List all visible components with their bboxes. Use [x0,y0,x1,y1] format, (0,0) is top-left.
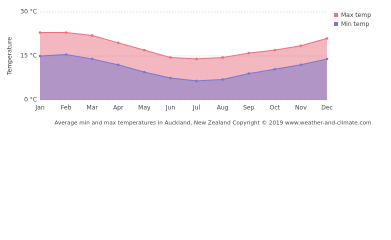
data-point [221,78,224,81]
x-tick-label: Feb [61,105,72,112]
data-point [273,48,277,52]
data-point [116,63,120,67]
data-point [169,76,172,80]
data-point [169,56,172,59]
x-tick-label: May [138,105,151,112]
data-point [64,53,68,56]
data-point [38,54,42,58]
series-line [39,54,328,82]
x-tick-label: Aug [217,105,229,112]
data-point [116,41,120,45]
x-tick-label: Mar [87,105,99,112]
y-tick-label: 0 °C [24,97,37,104]
data-point [38,31,42,34]
y-tick-label: 30 °C [20,9,37,16]
x-tick-label: Sep [243,105,255,112]
y-tick-label: 15 °C [20,53,37,60]
legend-label: Max temp [341,12,371,19]
x-tick-label: Oct [270,105,281,112]
data-point [90,57,94,61]
data-point [325,37,329,40]
data-point [247,72,251,75]
data-point [143,70,146,74]
x-tick-label: Nov [295,105,307,112]
x-tick-label: Jun [165,105,176,112]
data-point [143,48,146,52]
legend-swatch [334,13,338,17]
caption: Average min and max temperatures in Auck… [55,120,372,127]
legend-label: Min temp [341,21,369,28]
series-line [40,32,328,60]
chart: Temperature Average min and max temperat… [7,9,372,127]
x-tick-label: Apr [113,105,124,112]
data-point [273,67,277,71]
data-point [299,63,303,67]
x-tick-label: Jan [34,105,44,112]
data-point [221,56,224,59]
data-point [195,57,198,61]
data-point [247,51,251,55]
data-point [299,44,303,48]
x-tick-label: Jul [192,105,201,112]
y-axis-label: Temperature [7,37,14,76]
data-point [325,57,329,61]
data-point [90,34,94,37]
area-fill [40,54,327,100]
legend-swatch [334,22,338,26]
data-point [64,31,68,34]
data-point [195,79,198,83]
x-tick-label: Dec [321,105,333,112]
